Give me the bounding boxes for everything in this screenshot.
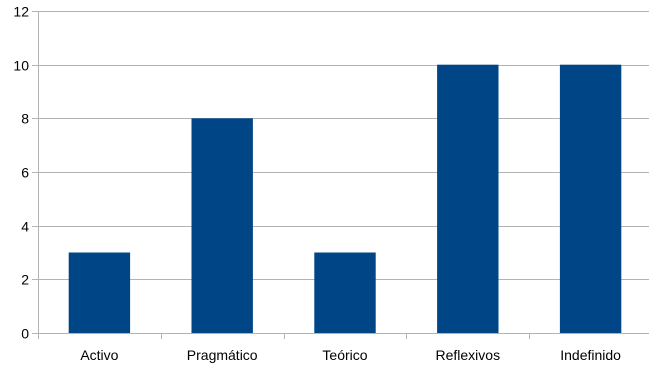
gridlines: [38, 11, 649, 334]
y-tick-label-8: 8: [21, 111, 29, 127]
x-tick-label-indefinido: Indefinido: [560, 347, 621, 363]
bar-activo: [68, 252, 131, 333]
y-tick-label-12: 12: [13, 4, 29, 20]
x-tick-label-pragmático: Pragmático: [187, 347, 258, 363]
y-tick-label-2: 2: [21, 272, 29, 288]
bar-pragmático: [191, 118, 253, 333]
x-tick-labels: Activo Pragmático Teórico Reflexivos Indefin…: [80, 347, 621, 363]
bars: [68, 64, 622, 333]
bar-indefinido: [559, 64, 622, 333]
y-tick-label-6: 6: [21, 165, 29, 181]
y-tick-label-0: 0: [21, 326, 29, 342]
y-tick-label-4: 4: [21, 219, 29, 235]
y-tick-label-10: 10: [13, 58, 29, 74]
bar-reflexivos: [437, 64, 499, 333]
x-tick-label-reflexivos: Reflexivos: [436, 347, 501, 363]
y-tick-labels: 0 2 4 6 8 10 12: [13, 4, 29, 342]
axes: [32, 11, 649, 339]
x-tick-label-activo: Activo: [80, 347, 118, 363]
x-tick-label-teórico: Teórico: [322, 347, 367, 363]
bar-teórico: [314, 252, 376, 333]
